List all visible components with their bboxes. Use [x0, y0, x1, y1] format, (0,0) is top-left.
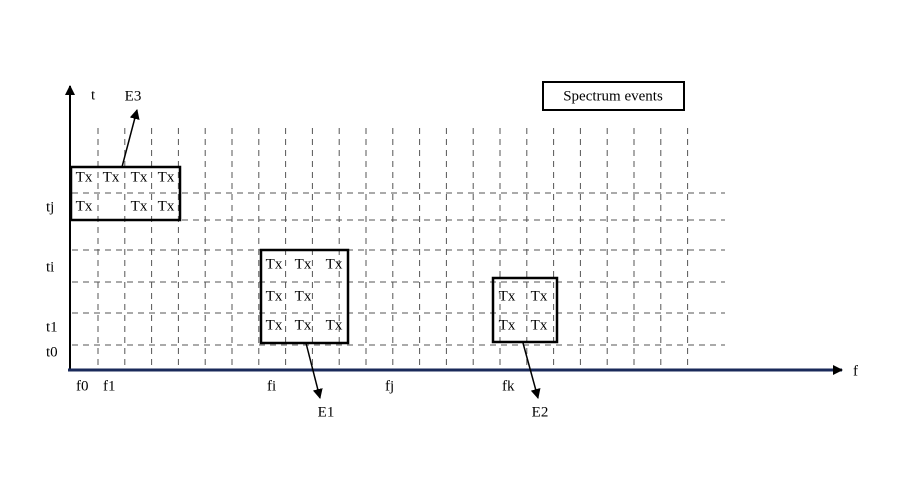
tx-cell: Tx	[499, 288, 516, 304]
tx-cell: Tx	[531, 288, 548, 304]
y-tick-label: ti	[46, 259, 54, 275]
x-tick-label: f0	[76, 378, 89, 394]
tx-cell: Tx	[266, 288, 283, 304]
tx-cell: Tx	[76, 198, 93, 214]
event-label: E1	[318, 404, 335, 420]
tx-cell: Tx	[103, 169, 120, 185]
tx-cell: Tx	[266, 256, 283, 272]
legend-text: Spectrum events	[563, 88, 663, 104]
event-box	[69, 165, 182, 222]
tx-cell: Tx	[531, 317, 548, 333]
tx-cell: Tx	[295, 256, 312, 272]
tx-cell: Tx	[499, 317, 516, 333]
tx-cell: Tx	[326, 317, 343, 333]
tx-cell: Tx	[326, 256, 343, 272]
tx-cell: Tx	[295, 317, 312, 333]
y-axis-label: t	[91, 87, 96, 103]
x-tick-label: fi	[267, 378, 276, 394]
x-tick-label: fj	[385, 378, 394, 394]
y-tick-label: tj	[46, 199, 54, 215]
legend-box	[542, 81, 685, 111]
y-tick-label: t1	[46, 319, 58, 335]
event-arrow	[522, 342, 541, 399]
x-tick-label: fk	[502, 378, 515, 394]
tx-cell: Tx	[76, 169, 93, 185]
event-arrow	[121, 109, 140, 168]
grid	[72, 128, 725, 368]
event-label: E3	[125, 88, 142, 104]
tx-cell: Tx	[131, 198, 148, 214]
content: tj ti t1 t0 f0 f1 fi fj fk Tx Tx Tx Tx Tx Tx Tx E3 Tx Tx Tx…	[46, 88, 559, 420]
tx-cell: Tx	[266, 317, 283, 333]
x-axis-label: f	[853, 363, 858, 379]
tx-cell: Tx	[158, 169, 175, 185]
event-label: E2	[532, 404, 549, 420]
x-tick-label: f1	[103, 378, 116, 394]
event-box	[259, 248, 350, 345]
y-tick-label: t0	[46, 344, 58, 360]
tx-cell: Tx	[131, 169, 148, 185]
tx-cell: Tx	[158, 198, 175, 214]
event-box	[491, 276, 559, 344]
event-arrow	[305, 342, 323, 399]
tx-cell: Tx	[295, 288, 312, 304]
